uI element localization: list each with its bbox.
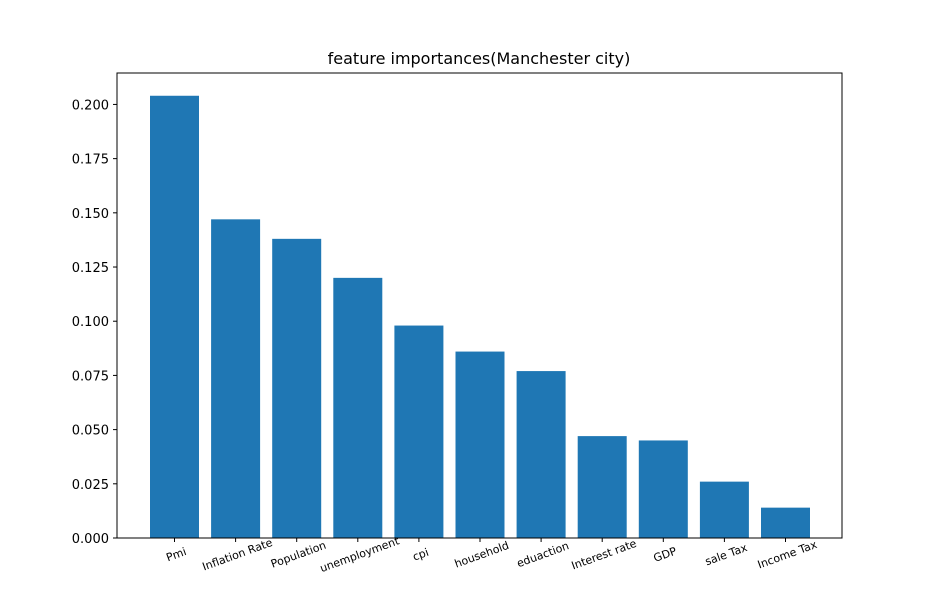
y-tick-label: 0.075 [72,369,109,384]
bar-pmi [150,95,199,538]
y-tick-label: 0.100 [72,315,109,330]
x-tick-label: cpi [411,546,431,564]
y-tick-label: 0.125 [72,261,109,276]
bar-inflation-rate [211,219,261,538]
y-tick-label: 0.175 [72,153,109,168]
y-tick-label: 0.025 [72,478,109,493]
bar-gdp [638,440,688,538]
y-tick-label: 0.050 [72,424,109,439]
bar-cpi [394,325,444,538]
bar-household [455,351,505,538]
plot-frame [116,72,843,539]
bar-eduaction [516,371,566,538]
y-tick-label: 0.200 [72,98,109,113]
bar-interest-rate [577,436,627,538]
bar-unemployment [333,277,383,538]
bar-population [272,238,322,538]
bar-sale-tax [699,481,749,538]
y-tick-label: 0.000 [72,532,109,547]
y-tick-label: 0.150 [72,207,109,222]
chart-title: feature importances(Manchester city) [328,49,631,68]
bar-income-tax [761,507,810,538]
y-axis: 0.000 0.025 0.050 0.075 0.100 0.125 0.150 0.175… [72,98,117,547]
bars-layer [150,95,810,538]
